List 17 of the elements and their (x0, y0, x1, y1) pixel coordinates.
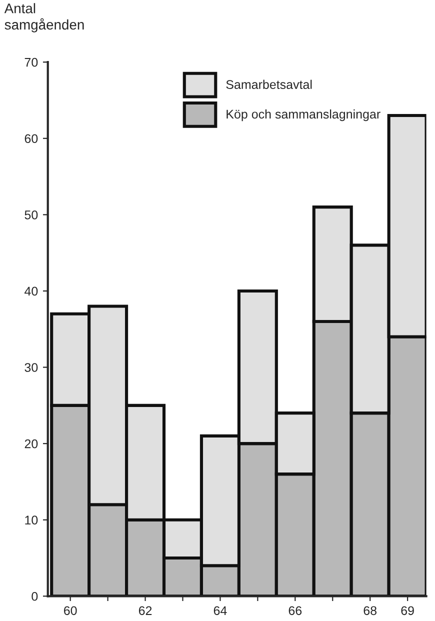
x-tick-label: 69 (401, 606, 414, 616)
x-tick-label: 60 (64, 606, 77, 616)
y-tick-label: 20 (24, 439, 38, 448)
y-tick-label: 40 (24, 286, 38, 296)
y-tick-label: 0 (32, 592, 38, 601)
y-tick-label: 50 (24, 210, 38, 220)
x-tick-label: 62 (138, 606, 152, 616)
y-tick-label: 30 (24, 363, 38, 372)
y-tick-label: 10 (25, 516, 38, 525)
x-tick-label: 64 (214, 606, 227, 616)
y-axis-title: Antal samgåenden (4, 3, 84, 32)
legend-label: Samarbetsavtal (226, 80, 312, 89)
y-tick-label: 70 (24, 58, 38, 67)
y-tick-label: 60 (24, 134, 38, 144)
x-tick-label: 66 (288, 606, 302, 616)
x-tick-label: 68 (364, 606, 377, 616)
legend-label: Köp och sammanslagningar (226, 109, 380, 122)
